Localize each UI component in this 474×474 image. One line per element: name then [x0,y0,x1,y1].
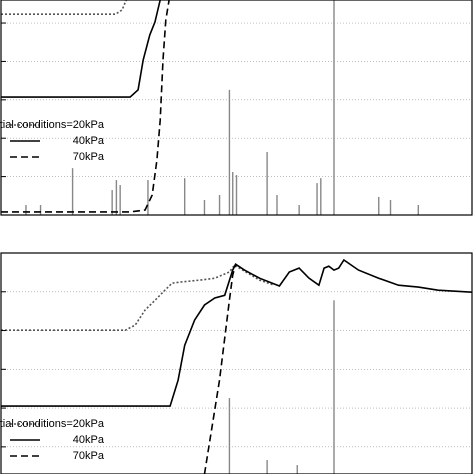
spike [296,465,298,474]
spike [389,200,392,215]
spike [333,0,335,215]
spike [119,185,121,215]
spike [316,183,318,215]
legend-label: 40kPa [73,434,105,446]
spike [228,398,231,474]
spike [25,205,27,215]
spike [378,196,380,215]
legend-label: 40kPa [73,135,105,147]
spike [417,205,420,215]
spike [228,89,231,215]
spike [320,178,322,215]
plot-frame [0,0,473,216]
spike [276,195,278,215]
legend-label: initial conditions=20kPa [0,418,105,430]
legend-label: initial conditions=20kPa [0,119,105,131]
spike [266,152,268,215]
plot-frame [0,252,473,474]
spike [218,195,221,215]
legend-label: 70kPa [73,450,105,462]
spike [71,168,74,215]
panel [1,258,472,474]
spike [333,300,335,474]
panel [1,0,472,215]
series-line [1,258,472,407]
spike [39,205,42,215]
legend-label: 70kPa [73,151,105,163]
spike [298,205,300,215]
series-line [1,0,170,213]
series-line [1,0,128,15]
series-line [1,0,161,98]
spike [203,200,206,215]
spike [232,172,234,215]
spike [183,178,186,215]
spike [235,175,238,215]
spike [111,190,113,215]
series-line [1,263,275,331]
spike [147,180,149,215]
spike [266,460,268,474]
series-line [203,264,237,474]
spike [115,180,118,215]
